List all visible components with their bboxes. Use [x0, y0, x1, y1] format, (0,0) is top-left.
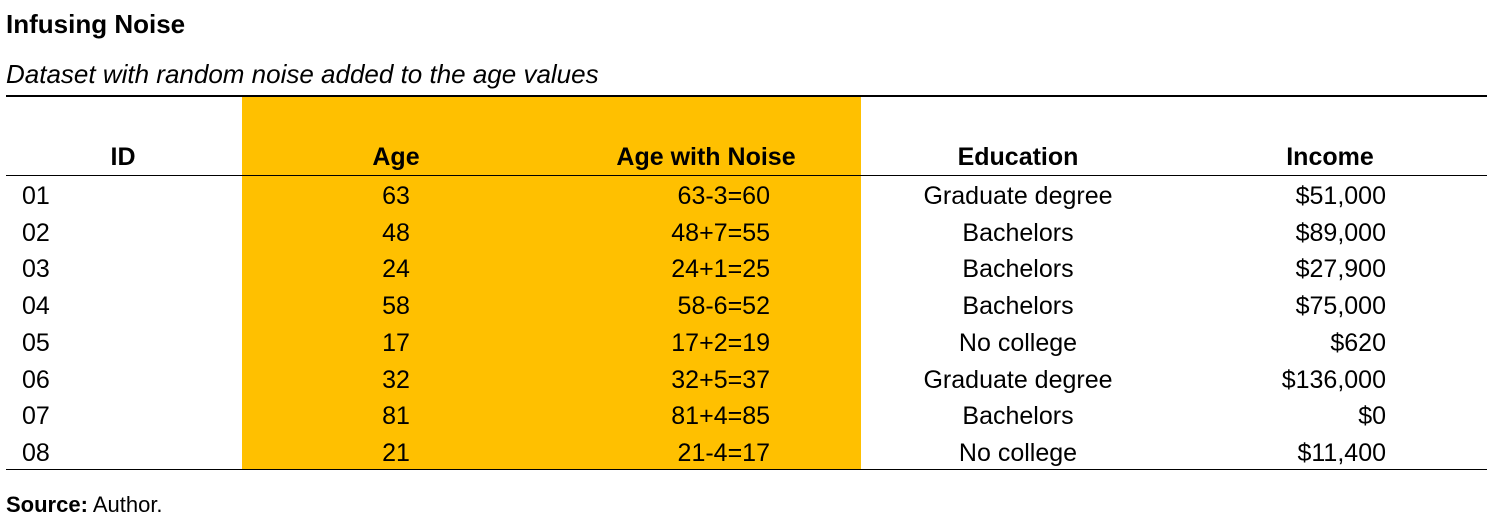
cell-id: 04	[22, 292, 50, 321]
header-age-with-noise: Age with Noise	[616, 143, 796, 171]
cell-age: 21	[382, 438, 410, 467]
cell-id: 03	[22, 255, 50, 284]
cell-age: 63	[382, 182, 410, 210]
cell-education: Graduate degree	[923, 182, 1113, 210]
cell-education: No college	[958, 438, 1078, 467]
cell-education: Bachelors	[962, 218, 1074, 247]
header-education: Education	[957, 143, 1079, 171]
cell-income: $11,400	[1297, 438, 1386, 467]
cell-age: 81	[382, 402, 410, 431]
cell-education: No college	[958, 328, 1078, 357]
age-columns-highlight	[242, 95, 861, 469]
cell-age-with-noise: 58-6=52	[677, 292, 770, 321]
cell-age-with-noise: 63-3=60	[677, 182, 770, 210]
page-subtitle: Dataset with random noise added to the a…	[6, 59, 599, 89]
cell-id: 07	[22, 402, 50, 431]
cell-income: $27,900	[1295, 255, 1386, 284]
table-bottom-rule	[6, 469, 1487, 470]
cell-age-with-noise: 17+2=19	[671, 328, 770, 357]
cell-income: $620	[1330, 328, 1386, 357]
cell-id: 02	[22, 218, 50, 247]
cell-id: 08	[22, 438, 50, 467]
table-header-rule	[6, 175, 1487, 176]
cell-income: $0	[1358, 402, 1386, 431]
cell-id: 01	[22, 182, 50, 210]
cell-age-with-noise: 21-4=17	[677, 438, 770, 467]
cell-education: Bachelors	[962, 255, 1074, 284]
cell-age: 17	[382, 328, 410, 357]
source-text: Author.	[92, 492, 163, 517]
cell-income: $51,000	[1295, 182, 1386, 210]
cell-income: $75,000	[1295, 292, 1386, 321]
cell-education: Bachelors	[962, 292, 1074, 321]
header-id: ID	[110, 143, 136, 171]
cell-education: Graduate degree	[923, 365, 1113, 394]
cell-age: 24	[382, 255, 410, 284]
cell-age-with-noise: 48+7=55	[671, 218, 770, 247]
cell-id: 05	[22, 328, 50, 357]
cell-education: Bachelors	[962, 402, 1074, 431]
source-label: Source:	[6, 492, 88, 517]
source-note: Source: Author.	[6, 491, 163, 519]
cell-age: 58	[382, 292, 410, 321]
table-top-rule	[6, 95, 1487, 97]
header-income: Income	[1286, 143, 1374, 171]
cell-age: 48	[382, 218, 410, 247]
cell-age-with-noise: 32+5=37	[671, 365, 770, 394]
cell-income: $89,000	[1295, 218, 1386, 247]
cell-id: 06	[22, 365, 50, 394]
header-age: Age	[372, 143, 420, 171]
cell-age-with-noise: 81+4=85	[671, 402, 770, 431]
cell-age: 32	[382, 365, 410, 394]
cell-income: $136,000	[1281, 365, 1386, 394]
cell-age-with-noise: 24+1=25	[671, 255, 770, 284]
page-title: Infusing Noise	[6, 9, 186, 39]
